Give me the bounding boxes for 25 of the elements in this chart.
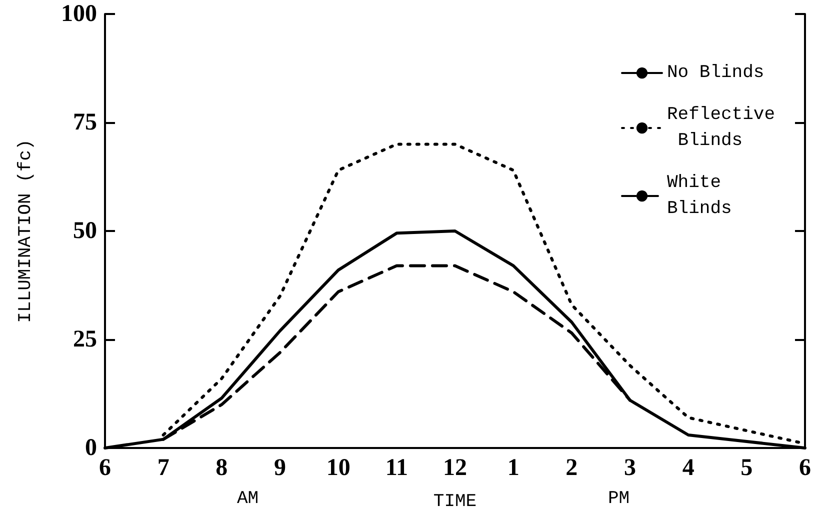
x-tick-label: 6 [799,455,811,481]
legend-label: White Blinds [667,173,732,219]
x-tick-label: 6 [99,455,111,481]
y-tick-label: 25 [73,326,97,352]
y-tick-label: 75 [73,110,97,136]
legend-label: No Blinds [667,63,764,83]
x-tick-label: 7 [157,455,170,481]
x-tick-label: 8 [216,455,228,481]
x-tick-label: 10 [326,455,350,481]
x-tick-label: 3 [624,455,636,481]
y-tick-label: 50 [73,218,97,244]
x-tick-label: 1 [507,455,520,481]
x-axis-title: TIME [433,492,477,512]
x-tick-label: 2 [566,455,578,481]
y-tick-label: 100 [61,1,97,27]
x-tick-label: 5 [740,455,753,481]
text: PM [608,489,630,509]
y-tick-label: 0 [85,435,97,461]
x-tick-label: 11 [385,455,408,481]
y-axis-title: ILLUMINATION (fc) [16,139,36,323]
x-tick-label: 4 [682,455,694,481]
text: AM [237,489,259,509]
x-tick-label: 12 [443,455,467,481]
x-tick-label: 9 [274,455,286,481]
legend-label: Reflective Blinds [667,105,776,151]
